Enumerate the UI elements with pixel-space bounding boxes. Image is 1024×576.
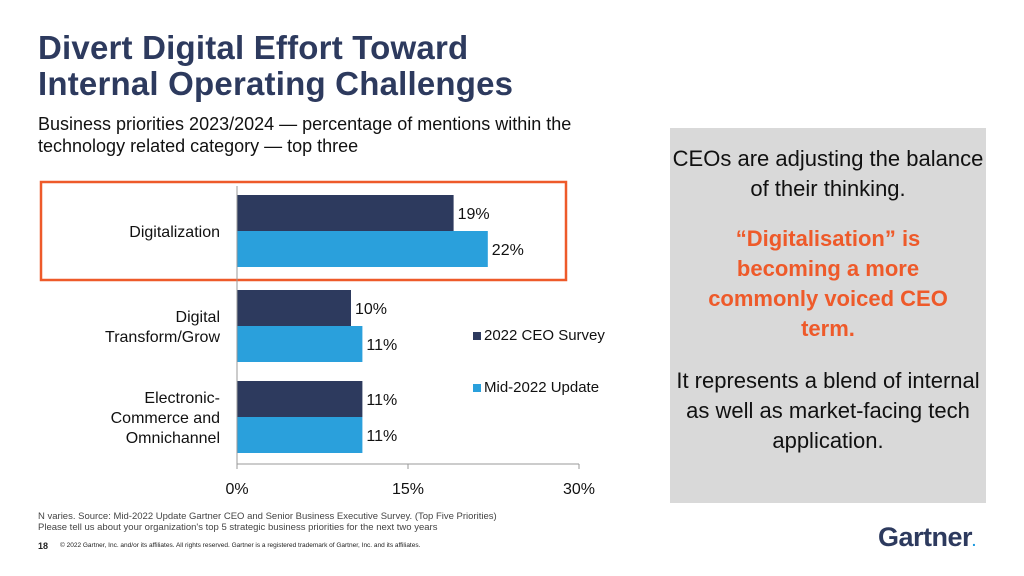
slide-title: Divert Digital Effort Toward Internal Op… [38, 30, 513, 102]
data-label: 19% [458, 206, 490, 223]
page-number: 18 [38, 541, 49, 551]
legend-swatch [473, 384, 481, 392]
x-tick-label: 0% [225, 481, 248, 498]
category-label-line: Electronic- [144, 390, 220, 407]
data-label: 11% [366, 428, 397, 445]
category-label-line: Omnichannel [126, 430, 220, 447]
legend-swatch [473, 332, 481, 340]
data-label: 11% [366, 337, 397, 354]
title-line-1: Divert Digital Effort Toward [38, 29, 469, 66]
legend-label: 2022 CEO Survey [484, 327, 605, 344]
callout-text-3: It represents a blend of internal as wel… [676, 368, 980, 453]
category-label-line: Commerce and [111, 410, 220, 427]
category-label: Electronic- Commerce and Omnichannel [111, 390, 220, 447]
callout-highlight: “Digitalisation” is becoming a more comm… [708, 226, 948, 341]
logo-mark: . [972, 533, 976, 549]
copyright-notice: © 2022 Gartner, Inc. and/or its affiliat… [60, 542, 421, 549]
chart-subtitle: Business priorities 2023/2024 — percenta… [38, 114, 572, 156]
bar-mid-update-1 [237, 231, 488, 267]
source-line-2: Please tell us about your organization's… [38, 522, 438, 533]
source-line-1: N varies. Source: Mid-2022 Update Gartne… [38, 511, 497, 522]
bar-mid-update-3 [237, 417, 363, 453]
x-tick-label: 30% [563, 481, 595, 498]
bar-ceo-survey-3 [237, 381, 363, 417]
category-label: Digital Transform/Grow [105, 309, 220, 346]
logo-text: Gartner [878, 522, 973, 552]
category-label-line: Transform/Grow [105, 329, 220, 346]
callout-box: CEOs are adjusting the balance of their … [670, 128, 986, 503]
bar-mid-update-2 [237, 326, 363, 362]
legend-label: Mid-2022 Update [484, 379, 599, 396]
data-label: 11% [366, 392, 397, 409]
x-tick-label: 15% [392, 481, 424, 498]
data-label: 22% [492, 242, 524, 259]
highlight-frame [39, 180, 568, 282]
category-label-line: Digital [176, 309, 220, 326]
source-footnote: N varies. Source: Mid-2022 Update Gartne… [38, 511, 497, 533]
title-line-2: Internal Operating Challenges [38, 65, 514, 102]
bar-ceo-survey-2 [237, 290, 351, 326]
category-label-line: Digitalization [129, 224, 220, 241]
callout-text-1: CEOs are adjusting the balance of their … [672, 146, 984, 201]
category-label: Digitalization [129, 224, 220, 241]
bar-ceo-survey-1 [237, 195, 454, 231]
data-label: 10% [355, 301, 387, 318]
gartner-logo: Gartner. [878, 522, 976, 553]
